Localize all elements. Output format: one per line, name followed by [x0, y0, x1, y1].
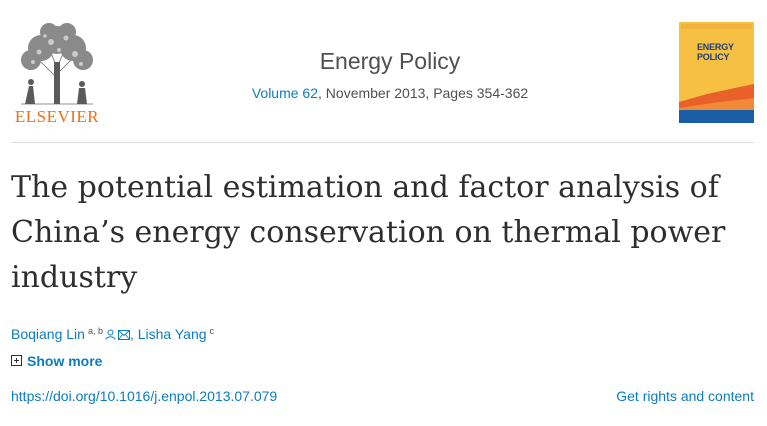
- show-more-label: Show more: [27, 353, 103, 369]
- header-divider: [11, 142, 754, 143]
- volume-link[interactable]: Volume 62: [251, 85, 319, 101]
- author-affiliation: c: [209, 326, 215, 336]
- show-more-button[interactable]: Show more: [11, 351, 102, 371]
- elsevier-tree-icon: [21, 23, 93, 105]
- cover-artwork: [679, 22, 754, 123]
- plus-icon: [11, 355, 22, 366]
- journal-info: Energy Policy Volume 62, November 2013, …: [200, 46, 580, 102]
- author-affiliation: a, b: [87, 326, 103, 336]
- article-header: ELSEVIER Energy Policy Volume 62, Novemb…: [0, 0, 767, 142]
- author-link[interactable]: Lisha Yang: [137, 326, 207, 342]
- issue-line: Volume 62, November 2013, Pages 354-362: [200, 84, 580, 102]
- author-separator: ,: [129, 326, 134, 342]
- person-icon[interactable]: [105, 325, 116, 345]
- email-icon[interactable]: [117, 325, 130, 345]
- cover-title: ENERGY POLICY: [697, 42, 734, 62]
- publisher-logo[interactable]: ELSEVIER: [11, 18, 103, 126]
- author-link[interactable]: Boqiang Lin: [11, 326, 85, 342]
- journal-cover[interactable]: ENERGY POLICY: [679, 22, 754, 123]
- rights-link[interactable]: Get rights and content: [616, 388, 754, 404]
- author-list: Boqiang Lin a, b, Lisha Yang c: [11, 321, 214, 345]
- issue-details: , November 2013, Pages 354-362: [318, 85, 529, 101]
- article-title: The potential estimation and factor anal…: [11, 170, 726, 295]
- doi-link[interactable]: https://doi.org/10.1016/j.enpol.2013.07.…: [11, 388, 278, 404]
- publisher-name: ELSEVIER: [14, 107, 100, 126]
- journal-title-link[interactable]: Energy Policy: [319, 48, 461, 74]
